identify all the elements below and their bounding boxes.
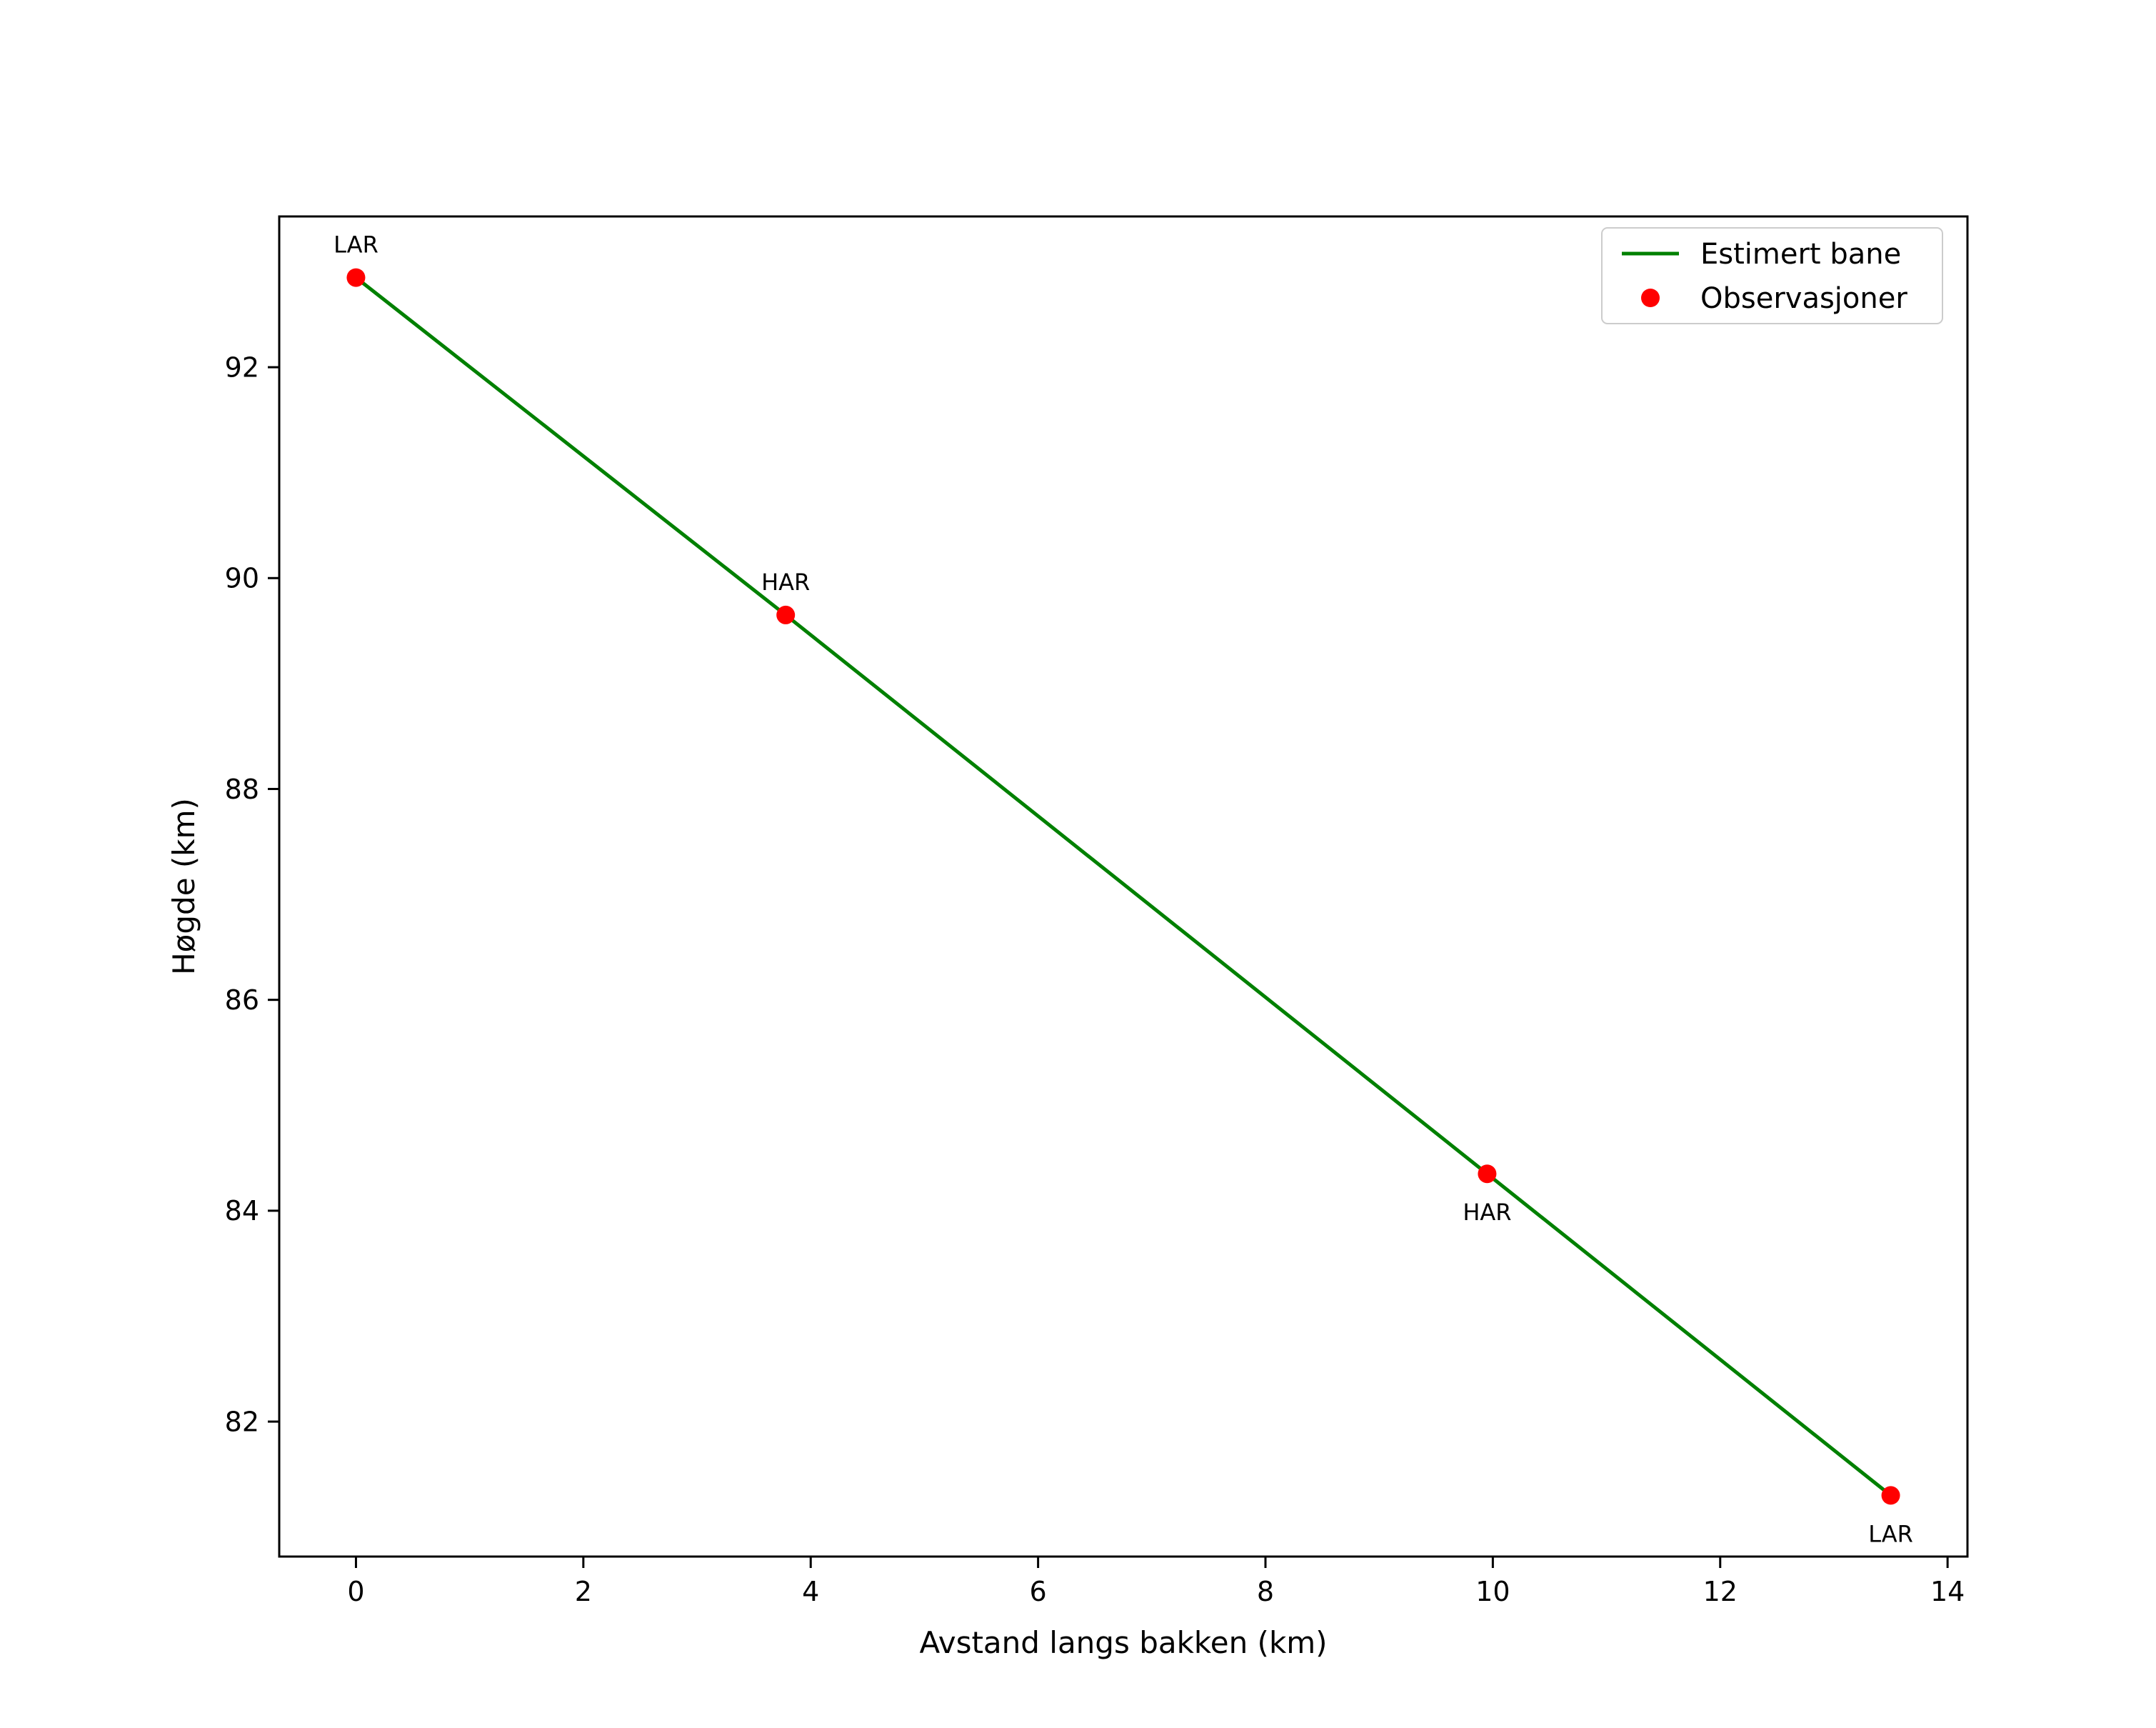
point-label: LAR bbox=[1868, 1520, 1913, 1547]
x-tick-label: 6 bbox=[1030, 1576, 1047, 1607]
legend-box bbox=[1601, 227, 1943, 324]
x-tick-label: 8 bbox=[1257, 1576, 1274, 1607]
y-tick-label: 84 bbox=[225, 1195, 259, 1227]
y-tick-label: 92 bbox=[225, 351, 259, 383]
x-tick-label: 0 bbox=[347, 1576, 364, 1607]
observation-point bbox=[1478, 1164, 1497, 1184]
observation-point bbox=[1881, 1486, 1900, 1505]
x-tick-label: 14 bbox=[1930, 1576, 1965, 1607]
x-tick-label: 4 bbox=[802, 1576, 819, 1607]
point-label: HAR bbox=[1463, 1199, 1511, 1226]
point-label: LAR bbox=[334, 231, 378, 259]
estimated-path-line bbox=[354, 276, 1893, 1497]
x-tick-label: 12 bbox=[1703, 1576, 1738, 1607]
y-tick-label: 82 bbox=[225, 1406, 259, 1437]
y-tick-label: 90 bbox=[225, 563, 259, 594]
x-tick-label: 10 bbox=[1475, 1576, 1510, 1607]
x-tick-label: 2 bbox=[575, 1576, 592, 1607]
observation-point bbox=[776, 605, 796, 624]
y-axis-label: Høgde (km) bbox=[166, 798, 201, 975]
y-tick-label: 88 bbox=[225, 774, 259, 805]
legend-entry-label: Observasjoner bbox=[1700, 282, 1907, 315]
point-label: HAR bbox=[761, 569, 810, 596]
y-tick-label: 86 bbox=[225, 984, 259, 1016]
legend-entry-label: Estimert bane bbox=[1700, 238, 1901, 271]
legend-marker-sample bbox=[1641, 289, 1660, 307]
x-axis-label: Avstand langs bakken (km) bbox=[919, 1625, 1327, 1660]
observation-point bbox=[346, 268, 366, 287]
axes-frame bbox=[278, 215, 1969, 1558]
